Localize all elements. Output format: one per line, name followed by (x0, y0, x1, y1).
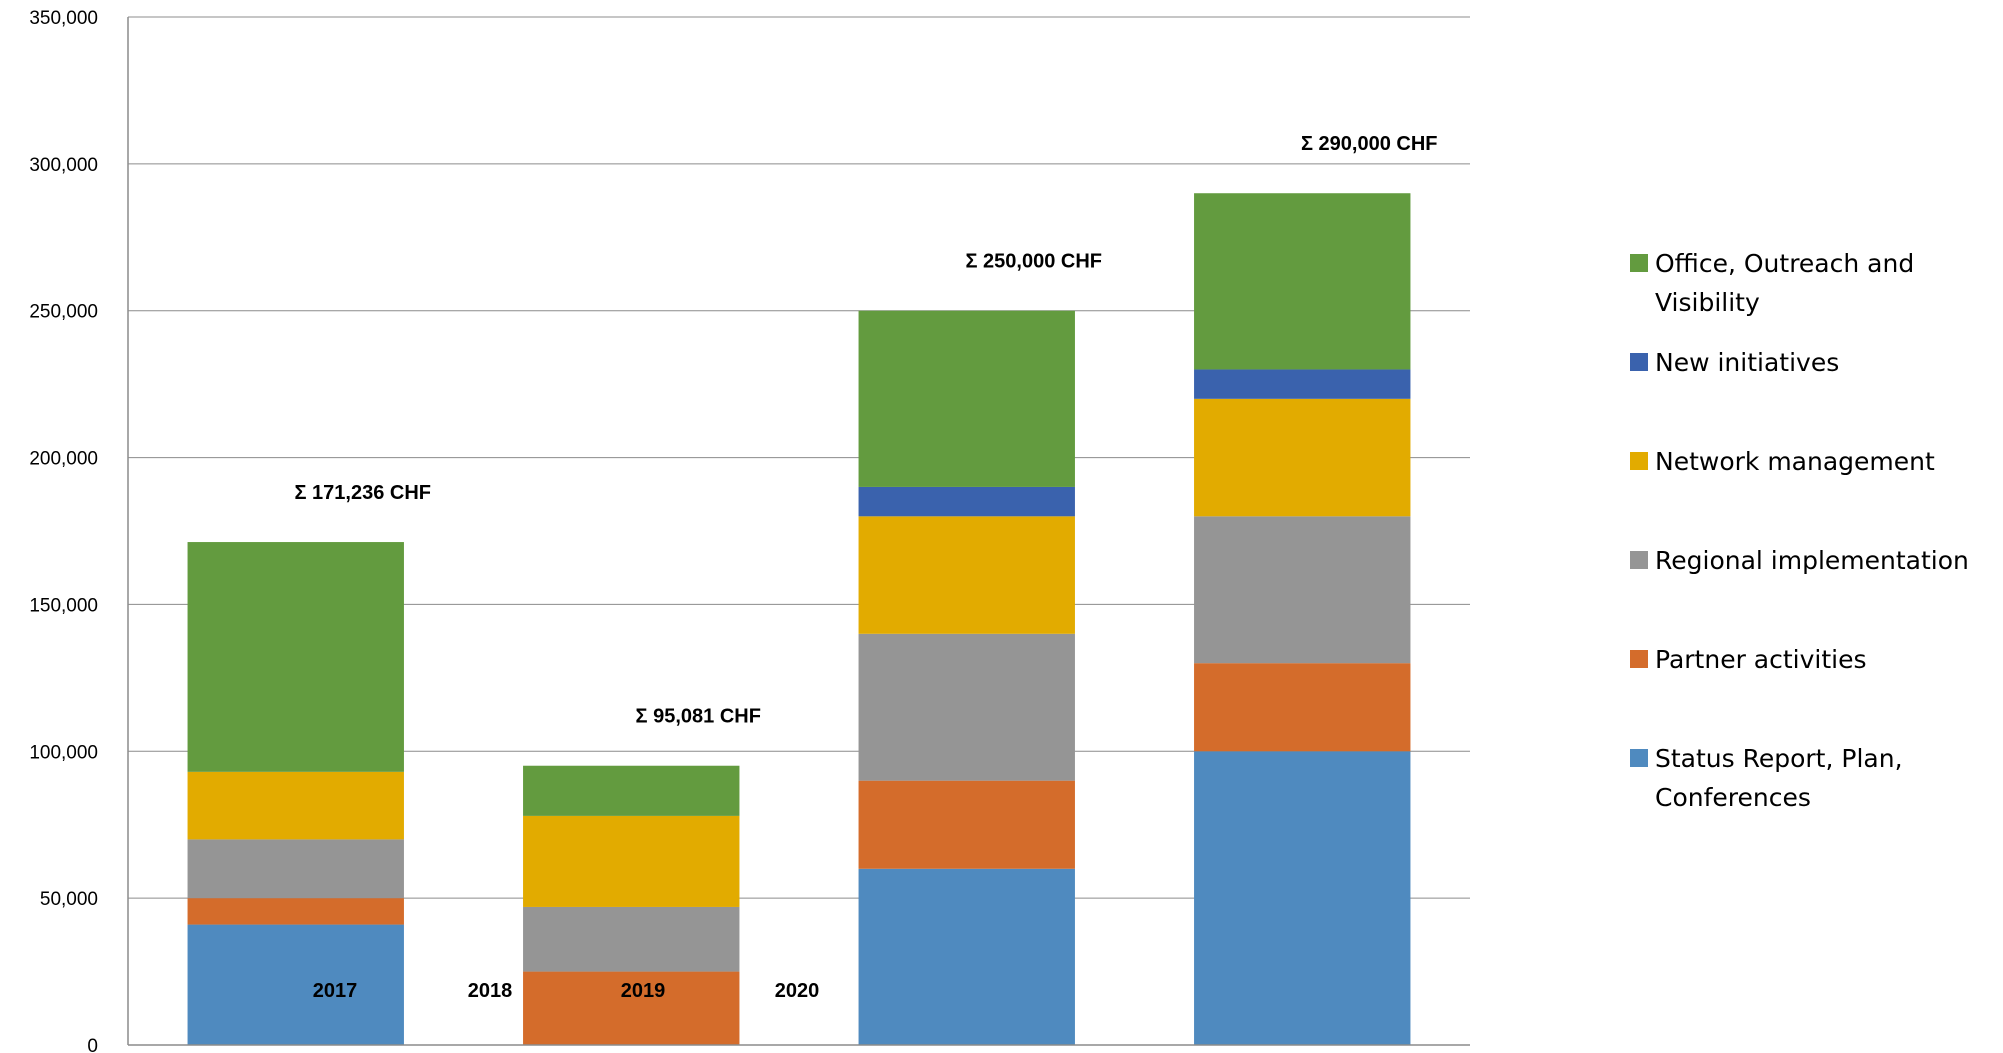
category-label: 2018 (468, 980, 513, 1002)
bar-segment (1194, 516, 1411, 664)
legend: Office, Outreach and Visibility New initia… (1630, 249, 1969, 812)
bar-segment (1194, 751, 1411, 1045)
bar-segment (1194, 193, 1411, 370)
y-tick-labels: 0 50,000 100,000 150,000 200,000 250,000 300,0… (29, 8, 98, 1053)
legend-swatch (1630, 452, 1648, 470)
legend-label: Partner activities (1655, 645, 1867, 674)
y-tick-label: 100,000 (29, 742, 98, 763)
category-label: 2020 (775, 980, 820, 1002)
bar-segment (187, 542, 404, 772)
y-tick-label: 300,000 (29, 155, 98, 176)
bar-segment (187, 898, 404, 925)
axes (127, 17, 1470, 1046)
category-label: 2017 (313, 980, 358, 1002)
bar-segment (187, 924, 404, 1045)
total-label: Σ 95,081 CHF (636, 706, 761, 728)
total-label: Σ 250,000 CHF (965, 251, 1102, 273)
legend-swatch (1630, 353, 1648, 371)
bar-segment (858, 633, 1075, 781)
bar-segment (187, 839, 404, 899)
legend-swatch (1630, 749, 1648, 767)
y-tick-label: 50,000 (40, 889, 98, 910)
bar-segment (858, 868, 1075, 1045)
bar-segment (858, 516, 1075, 634)
category-label: 2019 (621, 980, 666, 1002)
legend-label: Regional implementation (1655, 546, 1969, 575)
bar-segment (523, 971, 740, 1045)
legend-swatch (1630, 254, 1648, 272)
bar-segment (1194, 663, 1411, 752)
bar-segment (858, 780, 1075, 869)
bar-segment (523, 906, 740, 972)
y-tick-label: 250,000 (29, 302, 98, 323)
category-labels: 2017 2018 2019 2020 (313, 980, 820, 1002)
bar-segment (1194, 398, 1411, 517)
y-tick-label: 200,000 (29, 449, 98, 470)
bar-segment (858, 486, 1075, 517)
bar-segment (1194, 369, 1411, 399)
total-label: Σ 290,000 CHF (1301, 133, 1438, 155)
bar-segment (858, 310, 1075, 487)
y-tick-label: 350,000 (29, 8, 98, 29)
y-tick-label: 0 (87, 1036, 98, 1053)
bar-segment (523, 815, 740, 907)
legend-label: Status Report, Plan, Conferences (1655, 744, 1903, 812)
y-tick-label: 150,000 (29, 595, 98, 616)
bar-segment (187, 771, 404, 840)
legend-label: Network management (1655, 447, 1935, 476)
total-label: Σ 171,236 CHF (294, 482, 431, 504)
legend-swatch (1630, 650, 1648, 668)
bar-segment (523, 765, 740, 816)
legend-label: Office, Outreach and Visibility (1655, 249, 1914, 317)
legend-label: New initiatives (1655, 348, 1839, 377)
total-labels: Σ 171,236 CHF Σ 95,081 CHF Σ 250,000 CHF Σ … (294, 133, 1437, 728)
legend-swatch (1630, 551, 1648, 569)
bars (187, 193, 1411, 1045)
